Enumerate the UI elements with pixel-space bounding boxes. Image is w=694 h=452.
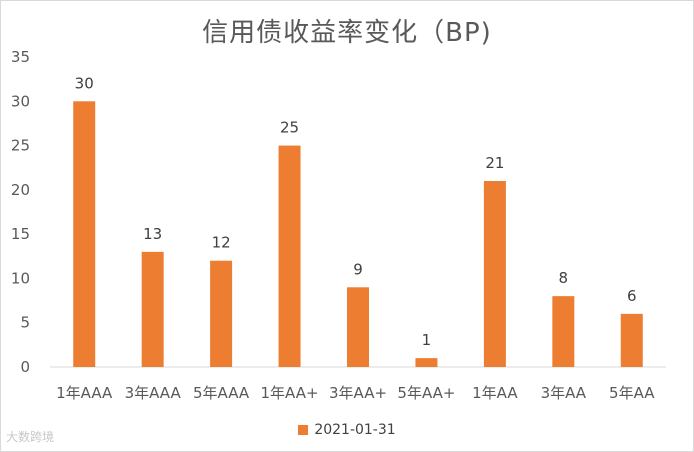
bar <box>483 181 506 367</box>
data-label: 1 <box>422 331 432 349</box>
x-tick-label: 5年AA+ <box>397 384 455 402</box>
legend-label: 2021-01-31 <box>314 422 396 438</box>
chart-title: 信用债收益率变化（BP) <box>202 18 492 48</box>
watermark-logo: 大数跨境 <box>6 430 55 444</box>
bar <box>552 296 575 367</box>
y-tick-label: 0 <box>20 358 30 376</box>
bar <box>141 251 164 367</box>
y-tick-label: 35 <box>11 48 30 66</box>
y-tick-label: 25 <box>11 137 30 155</box>
bar <box>620 313 643 367</box>
y-tick-label: 20 <box>11 181 30 199</box>
x-tick-label: 1年AAA <box>56 384 113 402</box>
data-label: 9 <box>353 260 363 278</box>
y-tick-label: 5 <box>20 314 30 332</box>
y-tick-label: 15 <box>11 225 30 243</box>
bar <box>347 287 369 367</box>
data-label: 13 <box>143 225 162 243</box>
legend-swatch <box>298 425 309 435</box>
data-label: 30 <box>75 74 94 92</box>
data-label: 21 <box>485 154 504 172</box>
y-tick-label: 30 <box>11 92 30 110</box>
data-label: 12 <box>212 234 231 252</box>
data-label: 6 <box>627 287 637 305</box>
data-label: 25 <box>280 119 299 137</box>
bar <box>73 101 96 368</box>
x-tick-label: 3年AA+ <box>329 384 387 402</box>
x-tick-label: 5年AAA <box>193 384 250 402</box>
bar <box>278 145 301 367</box>
y-tick-label: 10 <box>11 269 30 287</box>
x-tick-label: 1年AA+ <box>261 384 319 402</box>
data-label: 8 <box>559 269 569 287</box>
bar <box>415 358 438 367</box>
x-tick-label: 1年AA <box>472 384 518 402</box>
x-tick-label: 3年AA <box>541 384 587 402</box>
x-tick-label: 3年AAA <box>125 384 182 402</box>
x-tick-label: 5年AA <box>609 384 655 402</box>
bar <box>210 260 233 367</box>
legend: 2021-01-31 <box>0 422 694 438</box>
